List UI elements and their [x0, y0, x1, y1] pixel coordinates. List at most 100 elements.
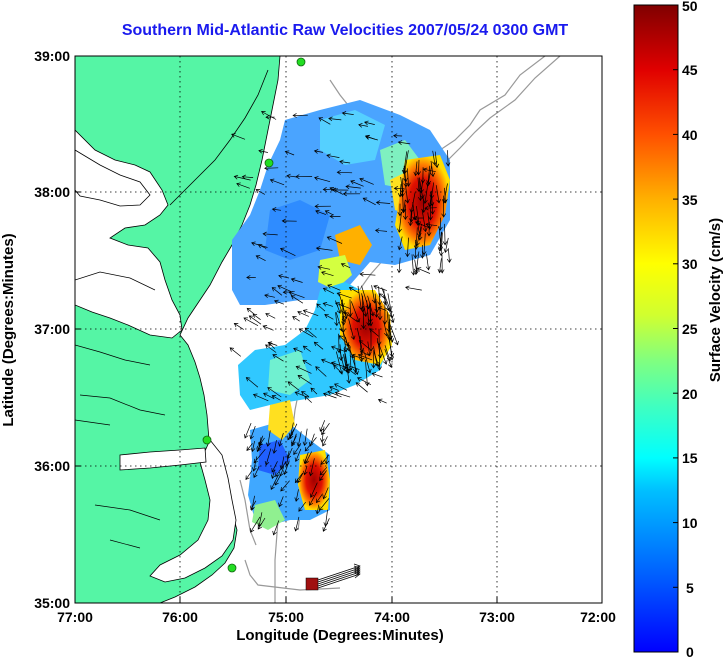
velocity-arrow [231, 133, 246, 140]
velocity-arrow [294, 489, 300, 502]
velocity-arrow [265, 312, 276, 319]
velocity-arrow [435, 185, 441, 204]
velocity-arrow [421, 210, 428, 233]
velocity-arrow [241, 174, 254, 180]
velocity-arrow [397, 236, 403, 251]
velocity-arrow [294, 448, 302, 463]
velocity-arrow [309, 482, 318, 498]
velocity-arrow [361, 305, 366, 330]
x-tick-label: 75:00 [268, 609, 304, 625]
velocity-arrow [268, 342, 275, 349]
velocity-arrow [339, 349, 347, 371]
velocity-arrow [255, 255, 266, 262]
velocity-arrow [297, 375, 312, 385]
velocity-arrow [316, 303, 326, 312]
velocity-arrow [345, 184, 361, 190]
velocity-arrow [298, 328, 314, 338]
velocity-arrow [419, 181, 425, 200]
velocity-arrow [258, 435, 264, 447]
velocity-arrow [322, 518, 330, 532]
velocity-arrow [374, 293, 379, 318]
y-tick-label: 39:00 [34, 48, 70, 64]
velocity-arrow [359, 336, 364, 363]
x-tick-label: 77:00 [57, 609, 93, 625]
velocity-arrow [291, 433, 297, 446]
colorbar: 50 45 40 35 30 25 20 15 10 5 0 Surface V… [633, 0, 724, 659]
velocity-arrow [271, 395, 281, 401]
x-tick-label: 72:00 [580, 609, 616, 625]
velocity-arrow [373, 284, 388, 291]
velocity-arrow [401, 151, 408, 175]
velocity-arrow [317, 265, 331, 270]
velocity-arrow [329, 385, 339, 391]
velocity-arrow [281, 218, 297, 224]
velocity-arrow [278, 496, 284, 508]
velocity-arrow [262, 392, 275, 400]
velocity-arrow [252, 393, 269, 402]
velocity-arrow [246, 307, 255, 315]
colorbar-gradient [633, 4, 679, 653]
velocity-arrow [371, 351, 376, 369]
velocity-arrow [423, 182, 429, 204]
velocity-arrow [287, 381, 300, 391]
velocity-arrow [308, 491, 318, 506]
velocity-arrow [405, 285, 422, 291]
velocity-arrow [272, 354, 284, 362]
velocity-arrow [249, 425, 256, 440]
velocity-arrow [278, 274, 289, 279]
velocity-arrow [288, 422, 294, 438]
velocity-arrow [286, 447, 293, 460]
velocity-arrow [322, 392, 337, 399]
velocity-arrow [438, 232, 444, 257]
velocity-arrow [421, 233, 427, 256]
velocity-arrow [314, 204, 331, 209]
velocity-arrow [258, 148, 268, 154]
velocity-arrow [319, 470, 327, 482]
y-axis: 39:00 38:00 37:00 36:00 35:00 Latitude (… [0, 48, 70, 611]
velocity-arrow [272, 440, 277, 454]
velocity-arrow [315, 366, 327, 377]
velocity-arrow [397, 140, 411, 145]
velocity-arrow [333, 364, 343, 374]
y-tick-label: 35:00 [34, 595, 70, 611]
velocity-arrow [262, 325, 274, 331]
colorbar-tick: 40 [682, 127, 698, 143]
velocity-arrow [348, 345, 355, 359]
velocity-arrow [269, 178, 285, 186]
velocity-arrow [319, 466, 328, 476]
velocity-arrow [322, 287, 335, 295]
velocity-arrow [279, 247, 296, 257]
velocity-arrow [413, 259, 419, 273]
velocity-arrow [229, 347, 242, 357]
velocity-arrow [400, 178, 405, 198]
velocity-arrow [273, 299, 285, 305]
colorbar-tick: 5 [686, 580, 694, 596]
x-tick-label: 76:00 [162, 609, 198, 625]
velocity-arrow [348, 286, 359, 294]
page-title: Southern Mid-Atlantic Raw Velocities 200… [121, 22, 569, 39]
velocity-arrow [304, 437, 317, 452]
velocity-arrow [340, 262, 351, 269]
velocity-arrow [368, 330, 374, 352]
velocity-arrow [388, 307, 395, 323]
velocity-arrow [384, 348, 393, 368]
velocity-arrow [352, 358, 359, 376]
velocity-arrow [313, 149, 324, 154]
rivers [75, 271, 166, 549]
x-axis-title: Longitude (Degrees:Minutes) [236, 627, 444, 644]
velocity-arrow [334, 312, 339, 327]
velocity-arrow [345, 359, 352, 384]
velocity-vectors [229, 111, 452, 589]
velocity-arrow [403, 167, 408, 188]
velocity-arrow [243, 317, 259, 327]
velocity-arrow [319, 426, 325, 443]
velocity-arrow [416, 267, 431, 274]
velocity-arrow [375, 200, 391, 205]
colorbar-label: Surface Velocity (cm/s) [707, 218, 724, 382]
velocity-arrow [442, 223, 448, 246]
velocity-arrow [350, 180, 364, 187]
velocity-arrow [378, 343, 388, 365]
velocity-arrow [250, 441, 256, 453]
velocity-arrow [340, 302, 348, 320]
